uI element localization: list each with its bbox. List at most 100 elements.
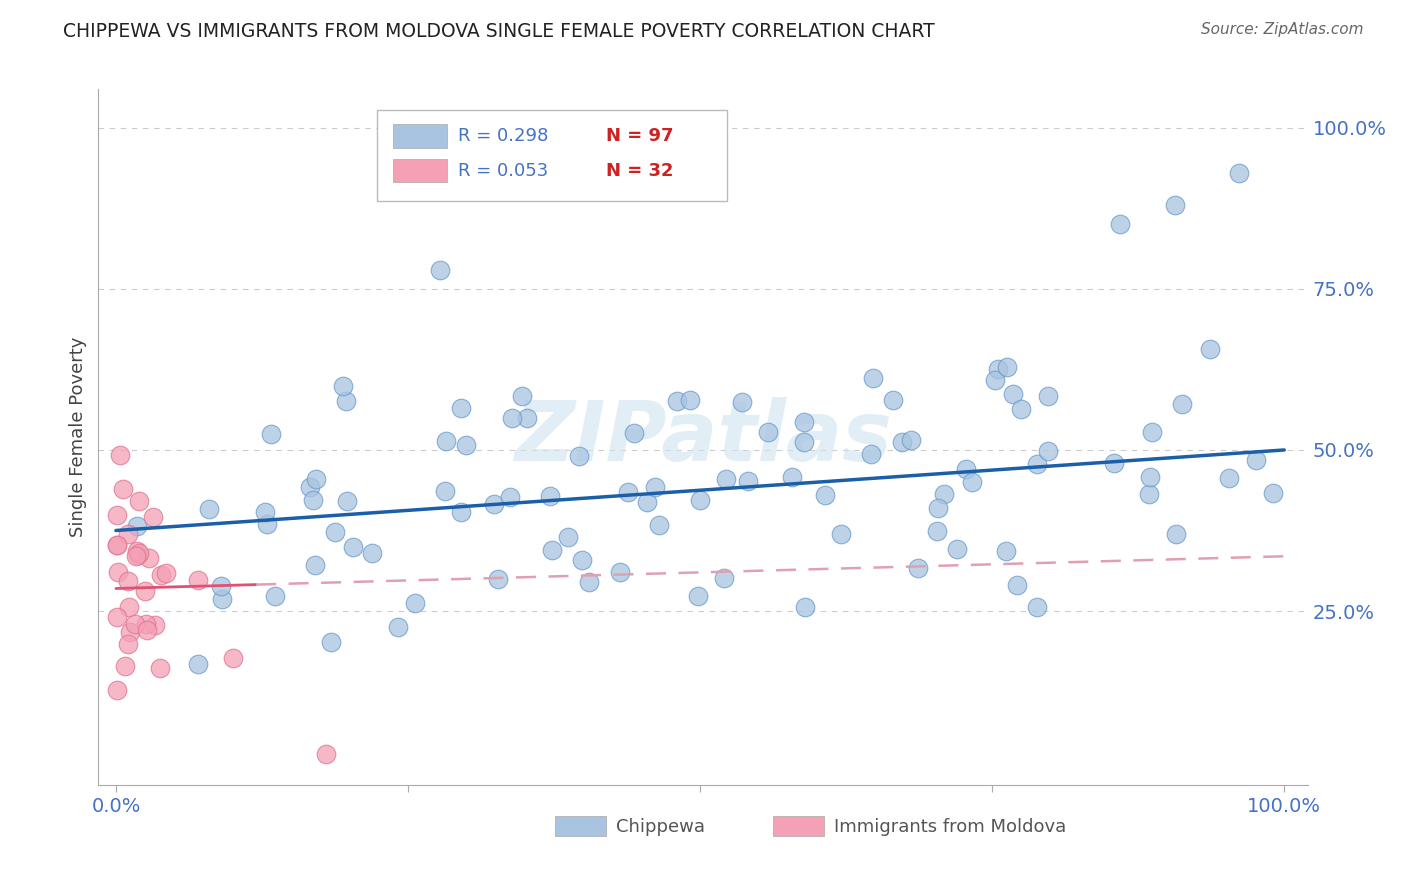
Point bbox=[187, 657, 209, 671]
Point bbox=[387, 619, 409, 633]
Point bbox=[135, 623, 157, 637]
Point bbox=[541, 542, 564, 557]
Point bbox=[714, 472, 737, 486]
Point bbox=[429, 262, 451, 277]
Point bbox=[636, 495, 658, 509]
Point bbox=[450, 401, 472, 416]
Point bbox=[814, 488, 837, 502]
Point bbox=[1139, 469, 1161, 483]
Point bbox=[117, 637, 139, 651]
Point bbox=[686, 589, 709, 603]
Point bbox=[1261, 486, 1284, 500]
Point bbox=[361, 546, 384, 560]
Point bbox=[482, 497, 505, 511]
Point bbox=[927, 501, 949, 516]
Point bbox=[342, 541, 364, 555]
Point bbox=[304, 558, 326, 572]
Point bbox=[1104, 456, 1126, 470]
Point bbox=[794, 600, 817, 615]
Point bbox=[516, 411, 538, 425]
Point bbox=[222, 650, 245, 665]
FancyBboxPatch shape bbox=[394, 124, 447, 148]
Point bbox=[862, 371, 884, 385]
Point bbox=[994, 543, 1017, 558]
Point bbox=[882, 392, 904, 407]
Point bbox=[105, 538, 128, 552]
Point bbox=[138, 551, 160, 566]
Point bbox=[987, 362, 1010, 376]
Text: Immigrants from Moldova: Immigrants from Moldova bbox=[834, 818, 1066, 836]
Point bbox=[134, 584, 156, 599]
Point bbox=[125, 519, 148, 533]
Point bbox=[117, 526, 139, 541]
Point bbox=[609, 565, 631, 579]
Point bbox=[890, 434, 912, 449]
Point bbox=[150, 568, 173, 582]
Point bbox=[1244, 453, 1267, 467]
Point bbox=[315, 747, 337, 761]
Point bbox=[1137, 487, 1160, 501]
Point bbox=[955, 462, 977, 476]
Point bbox=[962, 475, 984, 489]
Point bbox=[1025, 457, 1047, 471]
Point bbox=[404, 596, 426, 610]
Point bbox=[454, 438, 477, 452]
Point bbox=[859, 447, 882, 461]
Point bbox=[108, 448, 131, 462]
Point bbox=[1166, 527, 1188, 541]
Point bbox=[142, 509, 165, 524]
Text: Chippewa: Chippewa bbox=[616, 818, 704, 836]
Point bbox=[793, 415, 815, 429]
Point bbox=[105, 538, 128, 552]
Point bbox=[731, 395, 754, 409]
Point bbox=[1025, 599, 1047, 614]
Point bbox=[143, 617, 166, 632]
Point bbox=[737, 475, 759, 489]
Point bbox=[648, 518, 671, 533]
Point bbox=[571, 553, 593, 567]
Point bbox=[433, 483, 456, 498]
Text: N = 97: N = 97 bbox=[606, 127, 673, 145]
Point bbox=[117, 574, 139, 588]
Point bbox=[198, 501, 221, 516]
Point bbox=[1005, 578, 1028, 592]
Point bbox=[1218, 470, 1240, 484]
Point bbox=[128, 494, 150, 508]
Point bbox=[127, 548, 149, 562]
Point bbox=[149, 661, 172, 675]
Text: R = 0.298: R = 0.298 bbox=[457, 127, 548, 145]
Point bbox=[1140, 425, 1163, 439]
Point bbox=[124, 616, 146, 631]
Point bbox=[995, 360, 1018, 375]
Point bbox=[756, 425, 779, 439]
Point bbox=[114, 658, 136, 673]
Text: R = 0.053: R = 0.053 bbox=[457, 161, 548, 179]
Point bbox=[617, 485, 640, 500]
Point bbox=[135, 616, 157, 631]
Point bbox=[298, 480, 321, 494]
Point bbox=[499, 490, 522, 504]
Point bbox=[984, 373, 1007, 387]
Point bbox=[209, 579, 232, 593]
Point bbox=[932, 487, 955, 501]
Point bbox=[1010, 402, 1032, 417]
Point bbox=[501, 411, 523, 425]
Point bbox=[321, 635, 343, 649]
Point bbox=[666, 394, 689, 409]
FancyBboxPatch shape bbox=[555, 816, 606, 837]
Point bbox=[256, 516, 278, 531]
Point bbox=[1036, 389, 1059, 403]
Point bbox=[1171, 397, 1194, 411]
Point bbox=[830, 527, 852, 541]
Point bbox=[1164, 198, 1187, 212]
Point bbox=[900, 433, 922, 447]
Point bbox=[568, 450, 591, 464]
Point bbox=[335, 393, 357, 408]
Point bbox=[538, 489, 561, 503]
Point bbox=[105, 610, 128, 624]
Point bbox=[323, 525, 346, 540]
Point bbox=[1002, 386, 1025, 401]
Point bbox=[679, 393, 702, 408]
Point bbox=[907, 561, 929, 575]
Point bbox=[486, 572, 509, 586]
